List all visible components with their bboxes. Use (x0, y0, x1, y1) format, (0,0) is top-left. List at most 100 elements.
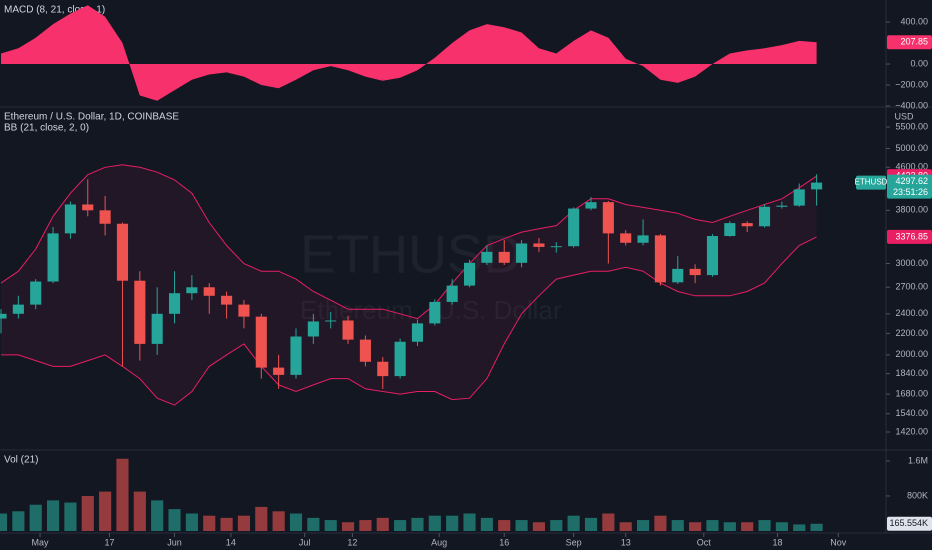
volume-bar (168, 509, 181, 531)
candle-body (307, 321, 319, 337)
volume-bar (758, 520, 771, 531)
candle-body (151, 313, 163, 344)
x-tick-label: Sep (566, 537, 582, 547)
y-tick-label: 5500.00 (895, 121, 928, 131)
candle-body (463, 262, 476, 286)
candle-body (82, 204, 94, 211)
candle-body (342, 320, 354, 340)
volume-bar (515, 520, 528, 531)
y-tick-label: 1540.00 (895, 408, 928, 418)
volume-bar (64, 502, 77, 531)
volume-bar (341, 522, 355, 531)
y-tick-label: 1840.00 (895, 368, 928, 378)
volume-bar (498, 520, 511, 531)
volume-bar (532, 522, 546, 531)
volume-bar (307, 517, 320, 531)
candle-body (0, 313, 7, 319)
candle-body (255, 316, 267, 368)
y-tick-label: −400.00 (895, 100, 928, 110)
volume-bar (359, 520, 372, 531)
volume-bar (463, 513, 476, 531)
volume-bar (654, 515, 667, 531)
axis-unit: USD (894, 111, 914, 121)
vol-last-box (887, 516, 932, 531)
volume-bar (29, 504, 42, 531)
x-tick-label: 12 (347, 537, 357, 547)
candle-body (533, 243, 545, 247)
volume-bar (793, 524, 806, 531)
volume-bar (12, 511, 25, 531)
volume-bar (81, 495, 94, 531)
candle-body (134, 280, 146, 344)
y-tick-label: 3000.00 (895, 258, 928, 268)
y-tick-label: 400.00 (900, 16, 928, 26)
candle-body (793, 189, 805, 206)
candle-body (689, 268, 701, 276)
volume-bar (237, 515, 251, 531)
candle-body (811, 182, 823, 190)
volume-bar (116, 458, 129, 531)
y-tick-label: 4600.00 (895, 162, 928, 172)
candle-body (741, 223, 753, 227)
y-tick-label: 1420.00 (895, 426, 928, 436)
candle-body (377, 361, 389, 377)
price-box (887, 174, 932, 199)
candle-body (273, 367, 285, 375)
volume-bar (255, 506, 268, 531)
volume-bar (394, 520, 407, 531)
y-tick-label: 1.6M (908, 455, 928, 465)
candle-body (776, 205, 788, 207)
candle-body (238, 304, 250, 317)
vol-title: Vol (21) (4, 455, 38, 466)
volume-bar (480, 517, 493, 531)
y-tick-label: 0.00 (910, 58, 928, 68)
volume-bar (0, 513, 8, 531)
x-tick-label: Jun (167, 537, 182, 547)
candle-body (672, 268, 684, 283)
x-tick-label: 16 (499, 537, 509, 547)
volume-bar (289, 513, 303, 531)
x-tick-label: Oct (697, 537, 712, 547)
x-tick-label: 13 (621, 537, 631, 547)
x-tick-label: Jul (299, 537, 311, 547)
y-tick-label: −200.00 (895, 79, 928, 89)
candle-body (186, 287, 198, 294)
x-tick-label: 18 (773, 537, 783, 547)
y-tick-label: 2700.00 (895, 282, 928, 292)
volume-bar (567, 515, 580, 531)
volume-bar (723, 522, 736, 531)
volume-bar (584, 517, 598, 531)
vol-last-label: 165.554K (889, 518, 928, 528)
volume-bar (602, 513, 615, 531)
y-tick-label: 2000.00 (895, 349, 928, 359)
bb-upper (0, 164, 817, 320)
volume-bar (775, 522, 788, 531)
y-tick-label: 2400.00 (895, 308, 928, 318)
volume-bar (810, 523, 823, 531)
bb-title: BB (21, close, 2, 0) (4, 123, 89, 134)
volume-bar (46, 500, 60, 531)
x-tick-label: Nov (830, 537, 847, 547)
volume-bar (741, 522, 754, 531)
x-tick-label: May (32, 537, 50, 547)
candle-body (620, 233, 632, 243)
volume-bar (151, 500, 164, 531)
candle-body (168, 293, 181, 314)
candle-body (394, 341, 406, 377)
volume-bar (133, 491, 146, 531)
y-tick-label: 1680.00 (895, 389, 928, 399)
volume-bar (185, 513, 198, 531)
volume-bar (99, 491, 112, 531)
candle-body (602, 202, 614, 234)
volume-bar (411, 517, 424, 531)
candle-body (446, 285, 458, 302)
volume-bar (428, 515, 441, 531)
x-tick-label: 17 (104, 537, 114, 547)
volume-bar (550, 520, 563, 531)
volume-bar (706, 520, 719, 531)
price-label: 4297.62 (895, 176, 928, 186)
candle-body (429, 301, 441, 324)
bb-lower-label-box (887, 229, 932, 244)
candle-body (411, 323, 424, 342)
